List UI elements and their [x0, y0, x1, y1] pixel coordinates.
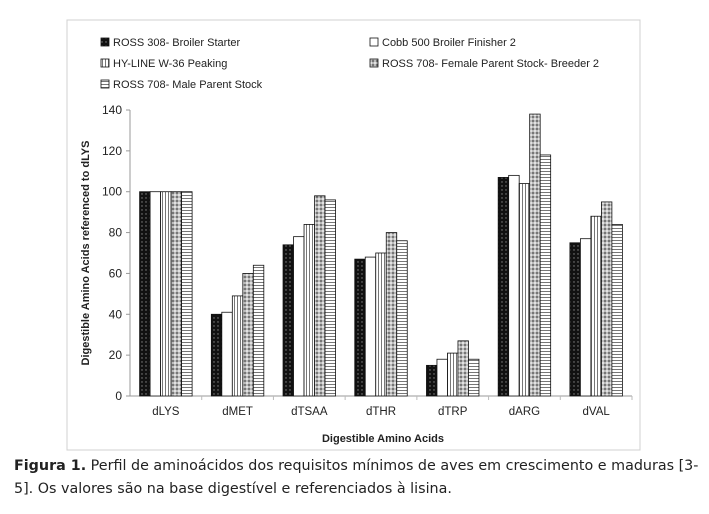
bar-dVAL-series-4 [600, 201, 613, 397]
bar-dARG-series-1 [497, 177, 510, 397]
bar-dTHR-series-3 [375, 252, 387, 397]
bar-dTHR-series-5 [396, 240, 408, 397]
bar-dLYS-series-1 [139, 191, 151, 397]
bar-dTHR-series-2 [364, 256, 377, 397]
bar-dARG-series-2 [508, 174, 520, 397]
bar-dLYS-series-5 [181, 191, 193, 397]
y-tick-label: 120 [102, 144, 122, 158]
legend-swatch [100, 37, 110, 47]
x-tick-label: dMET [222, 406, 253, 418]
bar-dTSAA-series-5 [324, 199, 336, 397]
bar-dTSAA-series-2 [293, 236, 305, 397]
y-axis-label: Digestible Amino Acids referenced to dLY… [80, 141, 92, 366]
bar-dLYS-series-3 [160, 191, 172, 397]
legend-label: HY-LINE W-36 Peaking [113, 58, 227, 70]
y-tick-label: 60 [109, 266, 123, 280]
x-tick-label: dTHR [366, 406, 396, 418]
bar-dMET-series-5 [252, 264, 265, 397]
bar-dMET-series-3 [231, 295, 244, 397]
bar-dMET-series-2 [221, 311, 233, 397]
legend-swatch [100, 79, 110, 89]
legend-swatch [369, 58, 379, 68]
bar-dARG-series-3 [518, 183, 531, 397]
y-tick-label: 40 [109, 307, 123, 321]
bar-dTRP-series-5 [468, 358, 480, 397]
legend-swatch [100, 58, 110, 68]
legend-label: ROSS 708- Female Parent Stock- Breeder 2 [382, 58, 599, 70]
x-tick-label: dARG [509, 406, 540, 418]
bar-dTRP-series-3 [447, 352, 459, 397]
x-tick-label: dTRP [438, 406, 468, 418]
bar-dMET-series-4 [242, 273, 254, 397]
y-tick-label: 80 [109, 226, 123, 240]
bar-dTRP-series-1 [426, 364, 438, 397]
bar-dTSAA-series-4 [314, 195, 326, 397]
bar-dTRP-series-2 [436, 358, 448, 397]
x-tick-label: dTSAA [291, 406, 328, 418]
bar-dVAL-series-5 [611, 223, 623, 397]
caption-text: Perfil de aminoácidos dos requisitos mín… [14, 458, 699, 497]
caption-label: Figura 1. [14, 458, 87, 474]
bar-dLYS-series-4 [170, 191, 183, 397]
bar-dARG-series-4 [529, 113, 541, 397]
bar-dTSAA-series-3 [303, 223, 315, 397]
bar-dVAL-series-2 [579, 238, 592, 397]
bar-dVAL-series-1 [569, 242, 581, 397]
bar-dTHR-series-4 [385, 232, 398, 397]
bar-dARG-series-5 [539, 154, 552, 397]
y-tick-label: 20 [109, 348, 123, 362]
x-tick-label: dVAL [583, 406, 611, 418]
figure-caption: Figura 1. Perfil de aminoácidos dos requ… [14, 455, 704, 501]
bar-dVAL-series-3 [590, 215, 602, 397]
bar-dTHR-series-1 [354, 258, 366, 397]
y-tick-label: 0 [115, 389, 122, 403]
x-tick-label: dLYS [152, 406, 180, 418]
x-axis-label: Digestible Amino Acids [322, 433, 444, 445]
y-tick-label: 140 [102, 103, 122, 117]
bar-dLYS-series-2 [149, 191, 162, 397]
bar-dTSAA-series-1 [282, 244, 294, 397]
y-tick-label: 100 [102, 185, 122, 199]
legend-swatch [369, 37, 379, 47]
legend-label: ROSS 308- Broiler Starter [113, 37, 240, 49]
legend-label: ROSS 708- Male Parent Stock [113, 79, 263, 91]
bar-dTRP-series-4 [457, 340, 469, 397]
bar-dMET-series-1 [210, 313, 223, 397]
legend-label: Cobb 500 Broiler Finisher 2 [382, 37, 516, 49]
